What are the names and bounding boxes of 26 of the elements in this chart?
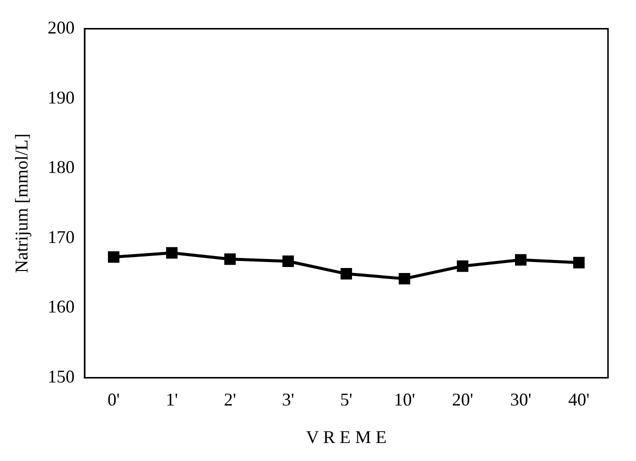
- x-tick-label: 40': [568, 389, 590, 410]
- point: [108, 251, 120, 263]
- y-tick-label: 190: [48, 87, 75, 108]
- y-axis-title: Natrijum [mmol/L]: [12, 134, 32, 274]
- point: [166, 247, 178, 259]
- point: [398, 272, 410, 284]
- point: [340, 268, 352, 280]
- point: [224, 253, 236, 265]
- x-tick-label: 5': [340, 389, 352, 410]
- x-tick-label: 0': [108, 389, 120, 410]
- x-tick-label: 30': [510, 389, 532, 410]
- x-tick-label: 20': [452, 389, 474, 410]
- y-tick-label: 170: [48, 226, 75, 247]
- point: [282, 255, 294, 267]
- x-tick-label: 10': [394, 389, 416, 410]
- x-tick-label: 2': [224, 389, 236, 410]
- x-axis-title: V R E M E: [306, 426, 387, 447]
- point: [456, 260, 468, 272]
- y-tick-label: 150: [48, 366, 75, 387]
- x-tick-label: 3': [282, 389, 294, 410]
- y-tick-label: 180: [48, 157, 75, 178]
- x-tick-label: 1': [166, 389, 178, 410]
- point: [573, 256, 585, 268]
- point: [515, 254, 527, 266]
- y-tick-label: 160: [48, 296, 75, 317]
- y-tick-label: 200: [48, 18, 75, 38]
